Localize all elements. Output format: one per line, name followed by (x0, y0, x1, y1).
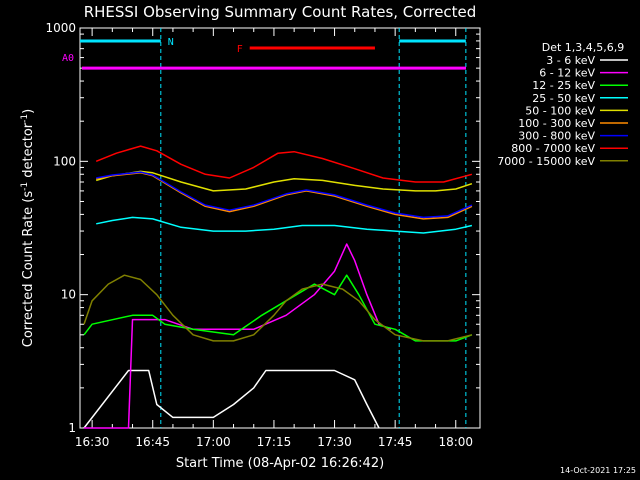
x-tick-label: 17:00 (196, 435, 231, 449)
series-line (95, 170, 473, 192)
y-axis-label-sup1: -1 (20, 182, 30, 191)
x-tick-label: 17:30 (317, 435, 352, 449)
x-tick-label: 18:00 (438, 435, 473, 449)
plot-content: N F A0 (62, 28, 473, 429)
legend-label: 100 - 300 keV (518, 117, 595, 130)
legend-label: 300 - 800 keV (518, 130, 595, 143)
chart-title: RHESSI Observing Summary Count Rates, Co… (84, 3, 477, 21)
legend-label: 7000 - 15000 keV (497, 155, 595, 168)
legend-label: 3 - 6 keV (546, 54, 595, 67)
y-axis-label-part2: detector (21, 122, 36, 182)
y-tick-label: 1000 (45, 21, 76, 35)
x-tick-label: 16:30 (75, 435, 110, 449)
series-line (84, 243, 392, 429)
x-tick-label: 17:15 (257, 435, 292, 449)
night-label: N (168, 37, 174, 48)
y-axis-label-sup2: -1 (20, 114, 30, 123)
legend-label: 25 - 50 keV (532, 92, 595, 105)
axis-ticks: 16:30 16:45 17:00 17:15 17:30 17:45 18:00 1 10 10… (45, 21, 480, 449)
flare-label: F (237, 44, 243, 55)
plot-frame (79, 27, 481, 429)
y-axis-label-part3: ) (21, 109, 36, 114)
legend-label: 800 - 7000 keV (511, 142, 595, 155)
x-tick-label: 16:45 (135, 435, 170, 449)
y-tick-label: 10 (61, 288, 76, 302)
attenuator-label: A0 (62, 53, 74, 64)
legend-label: 50 - 100 keV (525, 104, 595, 117)
footer-date: 14-Oct-2021 17:25 (560, 466, 636, 475)
y-tick-label: 100 (53, 154, 76, 168)
series-line (83, 274, 473, 342)
legend-label: 6 - 12 keV (539, 67, 595, 80)
y-tick-label: 1 (68, 421, 76, 435)
series-line (83, 369, 380, 429)
series-line (96, 171, 473, 219)
series-line (83, 274, 473, 342)
y-axis-label: Corrected Count Rate (s-1 detector-1) (20, 109, 36, 347)
legend-title: Det 1,3,4,5,6,9 (542, 41, 625, 54)
legend-label: 12 - 25 keV (532, 79, 595, 92)
x-axis-label: Start Time (08-Apr-02 16:26:42) (176, 456, 384, 471)
series-line (96, 216, 473, 234)
y-axis-label-part1: Corrected Count Rate (s (21, 191, 36, 348)
x-tick-label: 17:45 (378, 435, 413, 449)
series-line (95, 145, 473, 183)
